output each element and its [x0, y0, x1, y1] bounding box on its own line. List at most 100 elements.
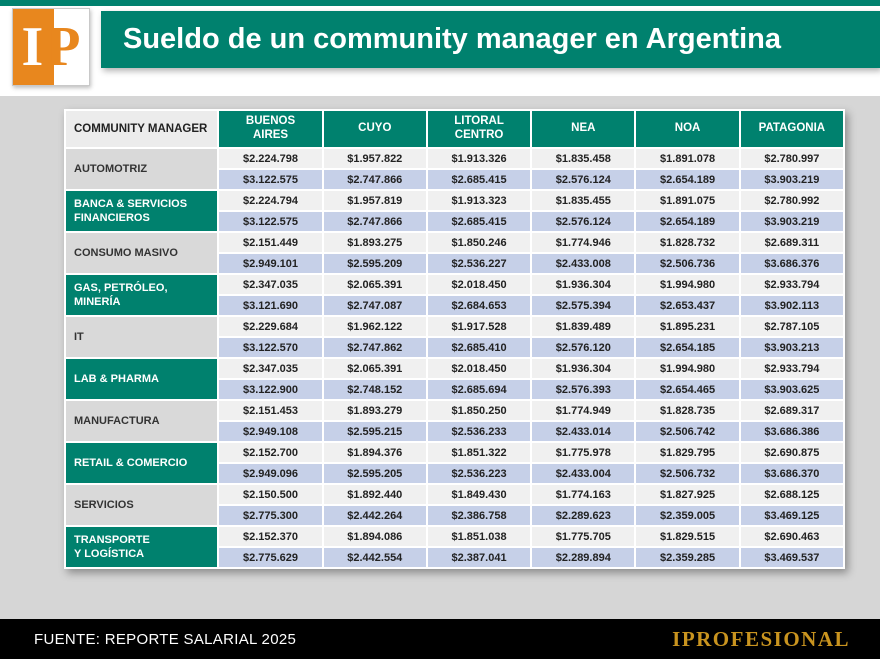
salary-cell-min: $2.690.463	[738, 525, 846, 548]
salary-cell-max: $2.442.264	[321, 504, 428, 527]
salary-cell-max: $2.359.285	[634, 546, 741, 569]
salary-cell-min: $1.957.822	[321, 147, 428, 170]
salary-cell-min: $2.933.794	[738, 273, 846, 296]
salary-cell-min: $2.933.794	[738, 357, 846, 380]
salary-cell-min: $2.688.125	[738, 483, 846, 506]
iprofesional-logo: I P	[12, 8, 90, 86]
salary-cell-max: $2.576.393	[530, 378, 637, 401]
salary-cell-min: $1.835.455	[530, 189, 637, 212]
salary-row-max: $2.949.096 $2.595.205 $2.536.223 $2.433.004…	[65, 462, 846, 485]
category-cell: LAB & PHARMA	[63, 357, 220, 401]
category-cell: SERVICIOS	[63, 483, 220, 527]
salary-cell-min: $2.690.875	[738, 441, 846, 464]
salary-cell-min: $1.828.732	[634, 231, 741, 254]
salary-cell-min: $1.891.075	[634, 189, 741, 212]
category-cell: BANCA & SERVICIOS FINANCIEROS	[63, 189, 220, 233]
salary-cell-max: $2.536.233	[425, 420, 533, 443]
salary-cell-min: $2.787.105	[738, 315, 846, 338]
salary-cell-max: $3.122.900	[217, 378, 324, 401]
page-header: I P Sueldo de un community manager en Ar…	[0, 0, 880, 96]
salary-cell-min: $1.850.250	[425, 399, 533, 422]
salary-cell-max: $2.685.410	[425, 336, 533, 359]
salary-row-min: IT $2.229.684 $1.962.122 $1.917.528 $1.839.4…	[63, 315, 846, 359]
salary-cell-max: $2.595.205	[321, 462, 428, 485]
salary-cell-max: $2.576.124	[530, 210, 637, 233]
salary-cell-min: $1.774.946	[530, 231, 637, 254]
salary-cell-min: $1.839.489	[530, 315, 637, 338]
salary-cell-max: $3.469.537	[738, 546, 846, 569]
salary-cell-max: $2.747.087	[321, 294, 428, 317]
salary-cell-max: $2.949.108	[217, 420, 324, 443]
title-bar: Sueldo de un community manager en Argent…	[101, 11, 880, 68]
salary-cell-max: $2.506.742	[634, 420, 741, 443]
salary-cell-max: $2.387.041	[425, 546, 533, 569]
salary-cell-max: $3.122.575	[217, 210, 324, 233]
salary-cell-max: $2.359.005	[634, 504, 741, 527]
col-header-region: PATAGONIA	[738, 109, 846, 149]
salary-row-min: MANUFACTURA $2.151.453 $1.893.279 $1.850.25…	[63, 399, 846, 443]
salary-cell-max: $2.386.758	[425, 504, 533, 527]
salary-cell-min: $2.224.798	[217, 147, 324, 170]
salary-cell-max: $2.433.008	[530, 252, 637, 275]
salary-cell-min: $1.962.122	[321, 315, 428, 338]
salary-cell-max: $2.949.101	[217, 252, 324, 275]
salary-cell-max: $3.122.570	[217, 336, 324, 359]
salary-cell-max: $2.289.894	[530, 546, 637, 569]
salary-cell-min: $2.224.794	[217, 189, 324, 212]
salary-row-min: RETAIL & COMERCIO $2.152.700 $1.894.376 $1.…	[63, 441, 846, 485]
salary-cell-max: $2.685.694	[425, 378, 533, 401]
salary-cell-min: $2.152.370	[217, 525, 324, 548]
salary-cell-min: $2.151.449	[217, 231, 324, 254]
salary-cell-min: $1.829.515	[634, 525, 741, 548]
category-cell: MANUFACTURA	[63, 399, 220, 443]
salary-cell-max: $2.747.862	[321, 336, 428, 359]
salary-cell-min: $2.689.317	[738, 399, 846, 422]
salary-row-min: SERVICIOS $2.150.500 $1.892.440 $1.849.430 $…	[63, 483, 846, 527]
salary-cell-max: $2.775.300	[217, 504, 324, 527]
salary-cell-min: $1.774.949	[530, 399, 637, 422]
col-header-region: LITORAL CENTRO	[425, 109, 533, 149]
salary-cell-min: $2.152.700	[217, 441, 324, 464]
category-cell: IT	[63, 315, 220, 359]
salary-row-min: TRANSPORTE Y LOGÍSTICA $2.152.370 $1.894.0…	[63, 525, 846, 569]
salary-table: COMMUNITY MANAGER BUENOS AIRES CUYO LITORAL…	[63, 109, 846, 569]
salary-cell-min: $1.894.376	[321, 441, 428, 464]
salary-row-max: $2.949.108 $2.595.215 $2.536.233 $2.433.014…	[65, 420, 846, 443]
logo-letter-p: P	[46, 16, 81, 78]
salary-cell-min: $1.849.430	[425, 483, 533, 506]
salary-cell-max: $2.654.185	[634, 336, 741, 359]
category-cell: GAS, PETRÓLEO, MINERÍA	[63, 273, 220, 317]
col-header-region: CUYO	[321, 109, 428, 149]
salary-cell-min: $1.828.735	[634, 399, 741, 422]
salary-cell-max: $2.536.227	[425, 252, 533, 275]
salary-cell-min: $1.827.925	[634, 483, 741, 506]
category-cell: AUTOMOTRIZ	[63, 147, 220, 191]
content-area: COMMUNITY MANAGER BUENOS AIRES CUYO LITORAL…	[0, 96, 880, 619]
salary-cell-min: $1.893.279	[321, 399, 428, 422]
salary-cell-min: $1.775.705	[530, 525, 637, 548]
salary-cell-max: $3.903.219	[738, 168, 846, 191]
page-title: Sueldo de un community manager en Argent…	[123, 23, 781, 55]
salary-cell-max: $2.576.120	[530, 336, 637, 359]
salary-cell-max: $2.949.096	[217, 462, 324, 485]
salary-cell-min: $1.994.980	[634, 273, 741, 296]
salary-cell-min: $1.913.323	[425, 189, 533, 212]
salary-cell-min: $1.850.246	[425, 231, 533, 254]
salary-cell-max: $2.748.152	[321, 378, 428, 401]
salary-cell-min: $2.151.453	[217, 399, 324, 422]
salary-row-max: $3.122.570 $2.747.862 $2.685.410 $2.576.120…	[65, 336, 846, 359]
col-header-region: NOA	[634, 109, 741, 149]
salary-cell-max: $3.902.113	[738, 294, 846, 317]
salary-cell-max: $3.121.690	[217, 294, 324, 317]
salary-cell-min: $1.895.231	[634, 315, 741, 338]
salary-row-max: $3.122.575 $2.747.866 $2.685.415 $2.576.124…	[65, 168, 846, 191]
salary-cell-min: $2.065.391	[321, 273, 428, 296]
salary-row-max: $3.121.690 $2.747.087 $2.684.653 $2.575.394…	[65, 294, 846, 317]
salary-cell-max: $3.469.125	[738, 504, 846, 527]
salary-cell-min: $1.829.795	[634, 441, 741, 464]
salary-cell-min: $2.780.997	[738, 147, 846, 170]
salary-cell-max: $2.747.866	[321, 168, 428, 191]
salary-cell-min: $2.347.035	[217, 273, 324, 296]
salary-cell-min: $2.229.684	[217, 315, 324, 338]
salary-cell-min: $1.936.304	[530, 273, 637, 296]
